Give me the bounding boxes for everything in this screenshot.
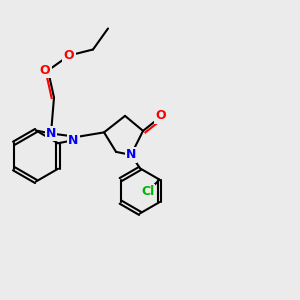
Text: N: N <box>126 148 136 161</box>
Text: O: O <box>40 64 50 77</box>
Text: O: O <box>64 49 74 62</box>
Text: N: N <box>68 134 78 147</box>
Text: N: N <box>46 127 56 140</box>
Text: Cl: Cl <box>141 185 154 198</box>
Text: O: O <box>156 110 167 122</box>
